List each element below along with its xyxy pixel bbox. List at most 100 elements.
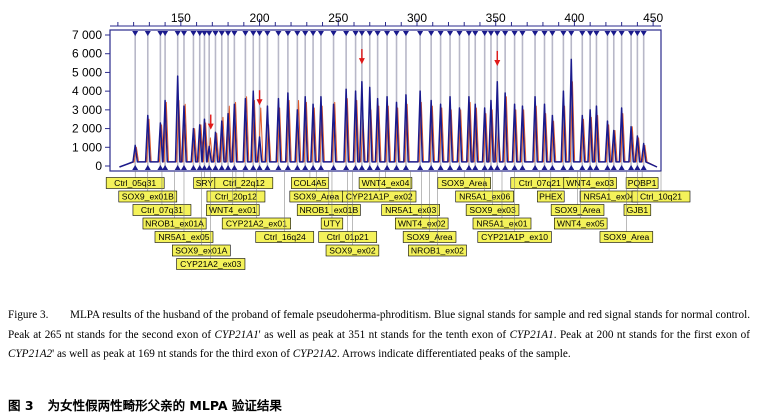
bin-marker-bottom (284, 165, 291, 170)
probe-label-box (563, 177, 617, 189)
caption-gene1: CYP21A1 (214, 328, 259, 341)
bin-marker-top (256, 31, 263, 36)
bin-marker-top (593, 31, 600, 36)
bin-marker-bottom (568, 165, 575, 170)
bin-marker-bottom (494, 165, 501, 170)
probe-label: Ctrl_05q31 (114, 178, 156, 188)
probe-label-box (206, 190, 266, 203)
probe-label: Ctrl_10q21 (640, 192, 682, 202)
bin-marker-bottom (502, 165, 509, 170)
bin-marker-top (428, 31, 435, 36)
bin-marker-bottom (250, 165, 257, 170)
bin-marker-bottom (330, 165, 337, 170)
probe-label: Ctrl_16q24 (264, 232, 306, 242)
bin-marker-bottom (264, 165, 271, 170)
bin-marker-top (174, 31, 181, 36)
bin-marker-top (604, 31, 611, 36)
probe-label-box (437, 177, 491, 189)
x-tick-label: 450 (643, 11, 663, 25)
bin-marker-top (366, 31, 373, 36)
bin-marker-bottom (190, 165, 197, 170)
probe-label-box (625, 177, 659, 189)
x-tick-label: 150 (171, 11, 191, 25)
bin-marker-bottom (256, 165, 263, 170)
probe-label: WNT4_ex04 (362, 178, 410, 188)
probe-label: Ctrl_22q12 (223, 178, 265, 188)
probe-label-layer: Ctrl_05q31 SRY Ctrl_22q12 COL4A5 WNT4_ex04 SO… (105, 171, 691, 270)
probe-label: SOX9_Area (407, 232, 453, 242)
probe-label: NR5A1_ex05 (158, 232, 209, 242)
trace-layer (119, 58, 658, 168)
bin-marker-bottom (610, 165, 617, 170)
bin-marker-top (618, 31, 625, 36)
probe-label: CYP21A2_ex03 (180, 259, 241, 269)
bin-marker-top (560, 31, 567, 36)
x-tick-label: 200 (250, 11, 270, 25)
bin-marker-bottom (358, 165, 365, 170)
bin-marker-top (634, 31, 641, 36)
probe-label: SOX9_Area (293, 192, 339, 202)
bin-marker-top (275, 31, 282, 36)
bin-marker-bottom (294, 165, 301, 170)
bin-marker-top (157, 31, 164, 36)
bin-marker-bottom (384, 165, 391, 170)
probe-label-box (477, 231, 552, 243)
bin-marker-bottom (231, 165, 238, 170)
bin-marker-top (447, 31, 454, 36)
arrow-layer (207, 49, 501, 130)
y-tick-label: 7 000 (72, 28, 102, 42)
bin-marker-top (519, 31, 526, 36)
probe-label: UTY (323, 219, 340, 229)
bin-marker-bottom (560, 165, 567, 170)
probe-label-box (455, 190, 514, 203)
probe-label: Ctrl_01p21 (327, 232, 369, 242)
probe-label-box (465, 204, 520, 216)
x-tick-label: 350 (486, 11, 506, 25)
probe-label-box (132, 204, 192, 216)
probe-label: SOX9_ex03 (469, 205, 516, 215)
bin-marker-bottom (447, 165, 454, 170)
bin-marker-top (201, 31, 208, 36)
bin-marker-bottom (519, 165, 526, 170)
probe-label: Ctrl_20p12 (215, 192, 257, 202)
bin-marker-bottom (428, 165, 435, 170)
probe-label: WNT4_ex02 (398, 219, 446, 229)
probe-label: SOX9_Area (441, 178, 487, 188)
caption-gene2: CYP21A1 (509, 328, 554, 341)
bin-marker-bottom (352, 165, 359, 170)
bin-marker-bottom (275, 165, 282, 170)
bin-marker-bottom (511, 165, 518, 170)
y-axis: 0 1 000 2 000 3 000 4 000 5 000 6 000 7 000 (72, 28, 110, 173)
bin-marker-bottom (144, 165, 151, 170)
difference-arrow-head (494, 59, 501, 66)
probe-label: CYP21A1P_ex10 (481, 232, 548, 242)
bin-marker-top (302, 31, 309, 36)
bin-marker-bottom (218, 165, 225, 170)
bin-marker-bottom (174, 165, 181, 170)
difference-arrow-head (207, 123, 214, 130)
probe-label-box (537, 190, 565, 203)
bin-marker-bottom (302, 165, 309, 170)
probe-label-box (342, 190, 417, 203)
caption-part5: . Arrows indicate differentiated peaks o… (336, 348, 571, 361)
probe-label: WNT4_ex03 (566, 178, 614, 188)
probe-label: CYP21A2_ex01 (226, 219, 287, 229)
bin-marker-top (330, 31, 337, 36)
bin-marker-top (579, 31, 586, 36)
bin-marker-top (502, 31, 509, 36)
probe-label: GJB1 (627, 205, 649, 215)
caption-label: Figure 3. (8, 309, 49, 321)
x-tick-label: 300 (407, 11, 427, 25)
probe-label-box (118, 190, 178, 203)
probe-label-box (408, 244, 467, 257)
bin-marker-bottom (366, 165, 373, 170)
probe-label: NROB1_ex01B (299, 205, 358, 215)
bin-marker-top (231, 31, 238, 36)
bin-marker-top (610, 31, 617, 36)
bin-marker-top (180, 31, 187, 36)
difference-arrow-head (256, 99, 263, 106)
bin-marker-top (284, 31, 291, 36)
bin-marker-bottom (417, 165, 424, 170)
probe-label-box (172, 244, 231, 257)
bin-marker-top (225, 31, 232, 36)
